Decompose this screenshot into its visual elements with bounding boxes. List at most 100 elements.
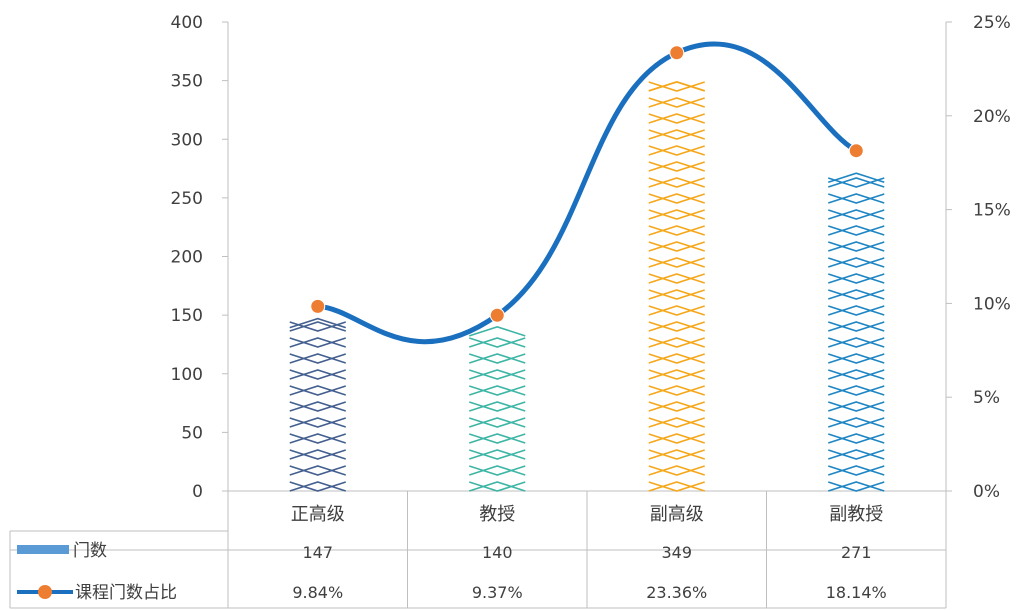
bar-chevron-down — [648, 113, 705, 124]
bar-chevron-up — [289, 449, 346, 460]
bar-chevron-up — [648, 113, 705, 124]
bar-top-chevron — [648, 80, 705, 92]
right-axis-tick-label: 15% — [973, 201, 1011, 221]
percent-value-cell: 9.37% — [472, 583, 523, 602]
bar-chevron-down — [648, 129, 705, 140]
bar-chevron-up — [469, 385, 526, 396]
bar-chevron-down — [828, 449, 885, 460]
percent-point — [310, 298, 326, 314]
bar-chevron-up — [648, 161, 705, 172]
bar-chevron-up — [648, 305, 705, 316]
bar-chevron-up — [289, 369, 346, 380]
bar-chevron-up — [828, 321, 885, 332]
bar-chevron-down — [828, 465, 885, 476]
bar-chevron-up — [469, 401, 526, 412]
bar-chevron-up — [469, 369, 526, 380]
bar-chevron-up — [289, 401, 346, 412]
bar-chevron-down — [648, 305, 705, 316]
bar-chevron-up — [289, 321, 346, 332]
bar-chevron-down — [469, 353, 526, 364]
bar-hit-area — [649, 82, 705, 491]
bar-chevron-up — [828, 385, 885, 396]
bar-chevron-up — [828, 369, 885, 380]
bar-chevron-up — [828, 241, 885, 252]
bar-chevron-down — [289, 401, 346, 412]
bar — [289, 317, 346, 492]
bar-chevron-down — [648, 385, 705, 396]
bar-chevron-down — [469, 385, 526, 396]
bar-chevron-up — [828, 193, 885, 204]
bar-chevron-down — [289, 385, 346, 396]
bar-chevron-down — [648, 257, 705, 268]
left-axis-tick-label: 250 — [171, 189, 203, 209]
right-axis-tick-label: 20% — [973, 107, 1011, 127]
legend-line-marker — [38, 585, 52, 599]
bar-chevron-down — [828, 193, 885, 204]
bar-chevron-up — [648, 129, 705, 140]
bar-top-chevron — [469, 326, 526, 337]
bar-chevron-up — [828, 289, 885, 300]
bar-chevron-down — [469, 337, 526, 348]
percent-value-cell: 18.14% — [826, 583, 887, 602]
bar-chevron-down — [828, 273, 885, 284]
bar-chevron-up — [828, 449, 885, 460]
bar-chevron-up — [828, 305, 885, 316]
left-axis-tick-label: 150 — [171, 306, 203, 326]
bar-chevron-down — [289, 369, 346, 380]
left-axis-tick-label: 300 — [171, 130, 203, 150]
left-axis-tick-label: 0 — [192, 482, 203, 502]
bar-value-cell: 271 — [841, 543, 872, 562]
bar-chevron-down — [648, 161, 705, 172]
right-axis-tick-label: 10% — [973, 294, 1011, 314]
bar-chevron-down — [648, 465, 705, 476]
category-label: 教授 — [479, 504, 515, 525]
bar-chevron-up — [828, 401, 885, 412]
bar-chevron-down — [648, 81, 705, 92]
bar-chevron-up — [648, 369, 705, 380]
bar-chevron-up — [289, 353, 346, 364]
left-axis-tick-label: 50 — [181, 423, 203, 443]
bar-chevron-up — [469, 417, 526, 428]
bar-chevron-up — [289, 433, 346, 444]
bar-chevron-up — [469, 449, 526, 460]
percent-value-cell: 9.84% — [292, 583, 343, 602]
bar-chevron-up — [648, 273, 705, 284]
bar-chevron-down — [828, 417, 885, 428]
bar-chevron-up — [828, 465, 885, 476]
bar-chevron-down — [648, 337, 705, 348]
bar-chevron-down — [648, 289, 705, 300]
bar-chevron-up — [828, 337, 885, 348]
category-label: 副教授 — [829, 504, 883, 525]
percent-line — [315, 41, 859, 345]
bar-chevron-up — [289, 481, 346, 492]
bar-value-cell: 147 — [302, 543, 333, 562]
bar-chevron-down — [648, 369, 705, 380]
bar-chevron-down — [469, 465, 526, 476]
bar-chevron-down — [289, 417, 346, 428]
bar-chevron-up — [289, 465, 346, 476]
bar-chevron-up — [828, 225, 885, 236]
bar-chevron-down — [648, 449, 705, 460]
bar-chevron-down — [648, 241, 705, 252]
bar-chevron-down — [828, 209, 885, 220]
bar — [828, 172, 885, 492]
bar-chevron-down — [828, 385, 885, 396]
axes: 0 50 100 150 200 250 300 350 400 0% 5% 10% 15% 20% 25% — [171, 13, 1011, 502]
left-axis-tick-label: 400 — [171, 13, 203, 33]
right-axis-tick-label: 5% — [973, 388, 1000, 408]
bar-chevron-up — [648, 225, 705, 236]
bar-chevron-up — [648, 353, 705, 364]
bar-chevron-up — [648, 417, 705, 428]
bar-value-cell: 349 — [661, 543, 692, 562]
bar — [469, 326, 526, 492]
bar-chevron-up — [648, 97, 705, 108]
bar-chevron-up — [648, 433, 705, 444]
bar-chevron-up — [648, 289, 705, 300]
bar-chevron-down — [828, 305, 885, 316]
bar-chevron-up — [469, 481, 526, 492]
bar-chevron-up — [648, 257, 705, 268]
bar-chevron-up — [828, 481, 885, 492]
bar-chevron-down — [289, 337, 346, 348]
legend-bar-swatch — [17, 545, 69, 554]
